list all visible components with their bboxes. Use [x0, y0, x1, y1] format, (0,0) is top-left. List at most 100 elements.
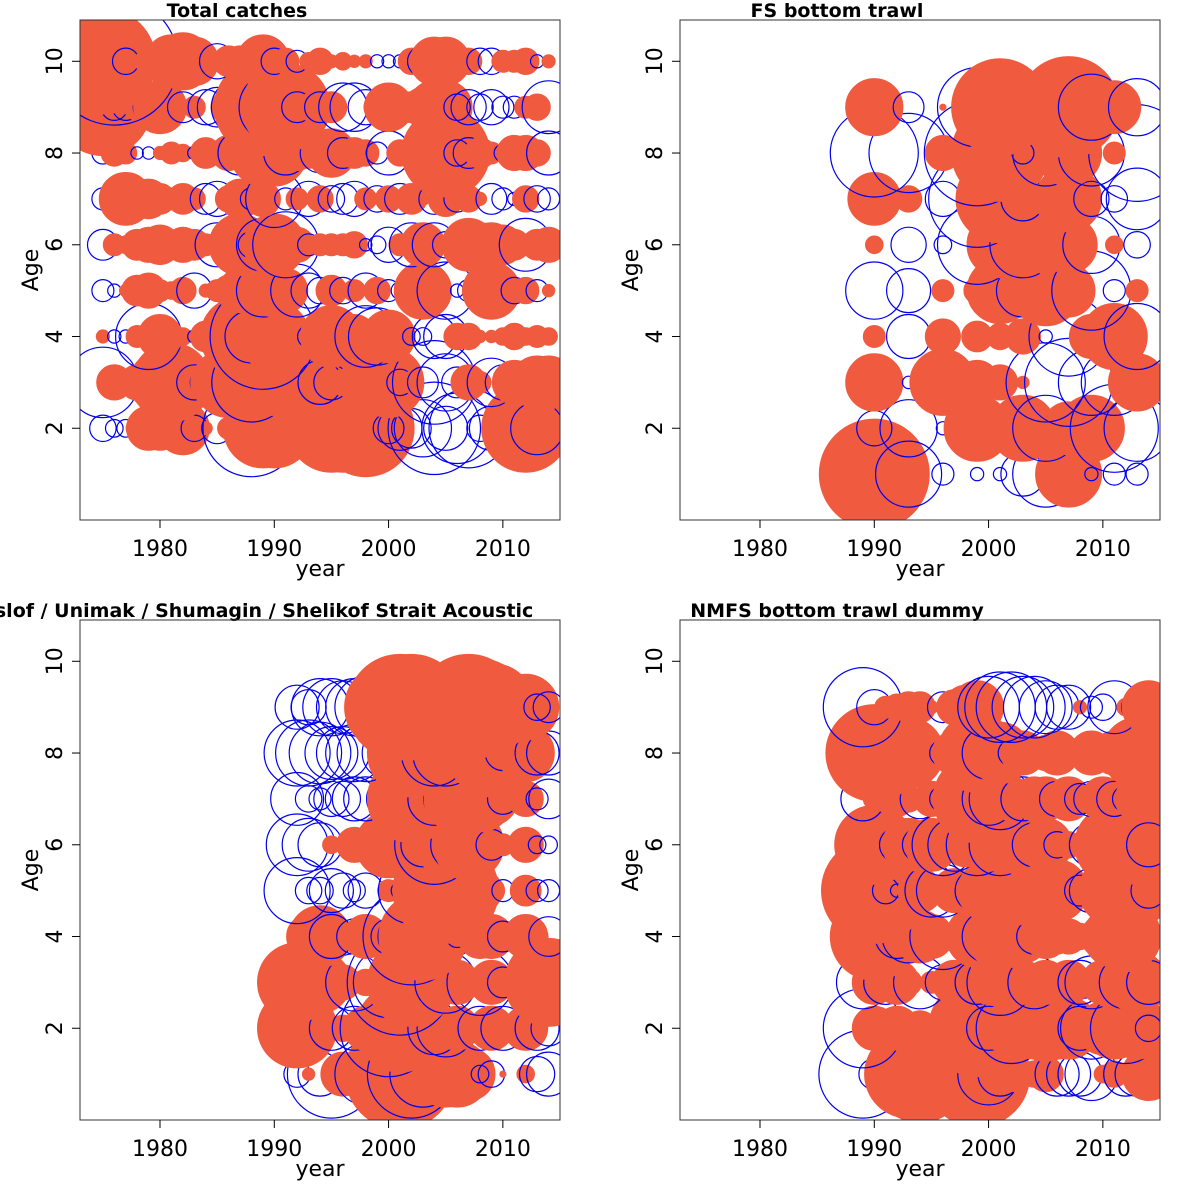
plot-frame: [79, 619, 561, 1121]
negative-residual-bubble: [304, 725, 359, 780]
positive-residual-bubble: [301, 1067, 316, 1081]
negative-residual-bubble: [991, 675, 1055, 739]
positive-residual-bubble: [1080, 303, 1148, 370]
negative-residual-bubble: [1125, 462, 1149, 486]
positive-residual-bubble: [1141, 929, 1156, 944]
negative-residual-bubble: [1002, 675, 1066, 739]
y-tick-label: 8: [43, 146, 68, 160]
negative-residual-bubble: [1079, 695, 1104, 719]
positive-residual-bubble: [931, 279, 955, 303]
x-tick-label: 1990: [246, 1137, 302, 1162]
positive-residual-bubble: [315, 274, 348, 307]
chart-title: Total catches: [167, 0, 308, 22]
x-tick-label: 1980: [132, 1137, 188, 1162]
y-tick-label: 4: [643, 330, 668, 344]
positive-residual-bubble: [358, 54, 373, 69]
positive-residual-bubble: [340, 231, 368, 259]
positive-residual-bubble: [468, 370, 492, 394]
y-tick-label: 2: [643, 1021, 668, 1035]
chart-title: NMFS bottom trawl dummy: [690, 600, 984, 622]
x-tick-label: 2010: [475, 537, 531, 562]
positive-residual-bubble: [95, 329, 111, 344]
negative-residual-bubble: [528, 778, 560, 820]
negative-residual-bubble: [890, 226, 927, 263]
negative-residual-bubble: [317, 185, 346, 213]
negative-residual-bubble: [521, 80, 560, 135]
y-tick-label: 8: [643, 146, 668, 160]
positive-residual-bubble: [182, 187, 206, 211]
positive-residual-bubble: [182, 95, 206, 119]
bubbles: [257, 653, 560, 1120]
y-tick-label: 2: [643, 421, 668, 435]
positive-residual-bubble: [516, 1064, 536, 1084]
negative-residual-bubble: [1073, 180, 1110, 218]
negative-residual-bubble: [523, 693, 551, 721]
positive-residual-bubble: [173, 143, 193, 163]
negative-residual-bubble: [91, 279, 115, 303]
positive-residual-bubble: [1054, 876, 1083, 905]
y-axis-label: Age: [619, 249, 644, 292]
y-tick-label: 10: [43, 647, 68, 675]
negative-residual-bubble: [1089, 693, 1117, 721]
negative-residual-bubble: [294, 876, 323, 905]
negative-residual-bubble: [308, 867, 354, 914]
positive-residual-bubble: [981, 364, 1019, 401]
positive-residual-bubble: [198, 421, 213, 436]
bubbles: [818, 667, 1160, 1120]
negative-residual-bubble: [1084, 466, 1099, 482]
negative-residual-bubble: [423, 405, 469, 451]
plot-frame: [679, 19, 1161, 521]
bubbles: [818, 56, 1160, 520]
bubbles: [80, 20, 560, 478]
positive-residual-bubble: [492, 673, 560, 741]
negative-residual-bubble: [525, 878, 549, 903]
positive-residual-bubble: [950, 680, 1004, 735]
y-axis-label: Age: [619, 849, 644, 892]
positive-residual-bubble: [924, 318, 962, 355]
positive-residual-bubble: [1105, 235, 1124, 255]
x-tick-label: 1990: [246, 537, 302, 562]
negative-residual-bubble: [275, 719, 343, 787]
negative-residual-bubble: [288, 721, 352, 785]
positive-residual-bubble: [306, 185, 334, 213]
chart-title: FS bottom trawl: [751, 0, 924, 22]
negative-residual-bubble: [1103, 302, 1160, 371]
positive-residual-bubble: [315, 91, 348, 124]
negative-residual-bubble: [1102, 462, 1126, 486]
y-tick-label: 6: [643, 838, 668, 852]
negative-residual-bubble: [263, 719, 331, 787]
positive-residual-bubble: [415, 191, 430, 206]
negative-residual-bubble: [1105, 167, 1160, 231]
positive-residual-bubble: [1004, 318, 1042, 355]
y-axis-label: Age: [19, 849, 44, 892]
negative-residual-bubble: [1107, 78, 1160, 137]
positive-residual-bubble: [169, 276, 197, 305]
negative-residual-bubble: [381, 54, 396, 69]
positive-residual-bubble: [523, 93, 551, 121]
x-tick-label: 2000: [961, 537, 1017, 562]
negative-residual-bubble: [969, 466, 985, 482]
positive-residual-bubble: [418, 80, 473, 135]
plot-frame: [679, 619, 1161, 1121]
panel-3: Bogoslof / Unimak / Shumagin / Shelikof …: [0, 600, 561, 1182]
positive-residual-bubble: [523, 139, 551, 167]
positive-residual-bubble: [1125, 279, 1149, 303]
negative-residual-bubble: [539, 835, 558, 855]
positive-residual-bubble: [400, 222, 446, 268]
negative-residual-bubble: [491, 187, 515, 211]
positive-residual-bubble: [473, 329, 487, 344]
positive-residual-bubble: [939, 103, 947, 111]
positive-residual-bubble: [285, 187, 309, 211]
negative-residual-bubble: [308, 787, 332, 811]
negative-residual-bubble: [537, 187, 560, 211]
positive-residual-bubble: [399, 370, 423, 394]
y-tick-label: 2: [43, 421, 68, 435]
negative-residual-bubble: [324, 780, 362, 818]
negative-residual-bubble: [528, 916, 560, 957]
negative-residual-bubble: [1018, 680, 1073, 735]
positive-residual-bubble: [818, 418, 930, 520]
positive-residual-bubble: [521, 355, 560, 410]
positive-residual-bubble: [454, 47, 483, 75]
positive-residual-bubble: [1102, 141, 1126, 165]
y-tick-label: 4: [43, 330, 68, 344]
